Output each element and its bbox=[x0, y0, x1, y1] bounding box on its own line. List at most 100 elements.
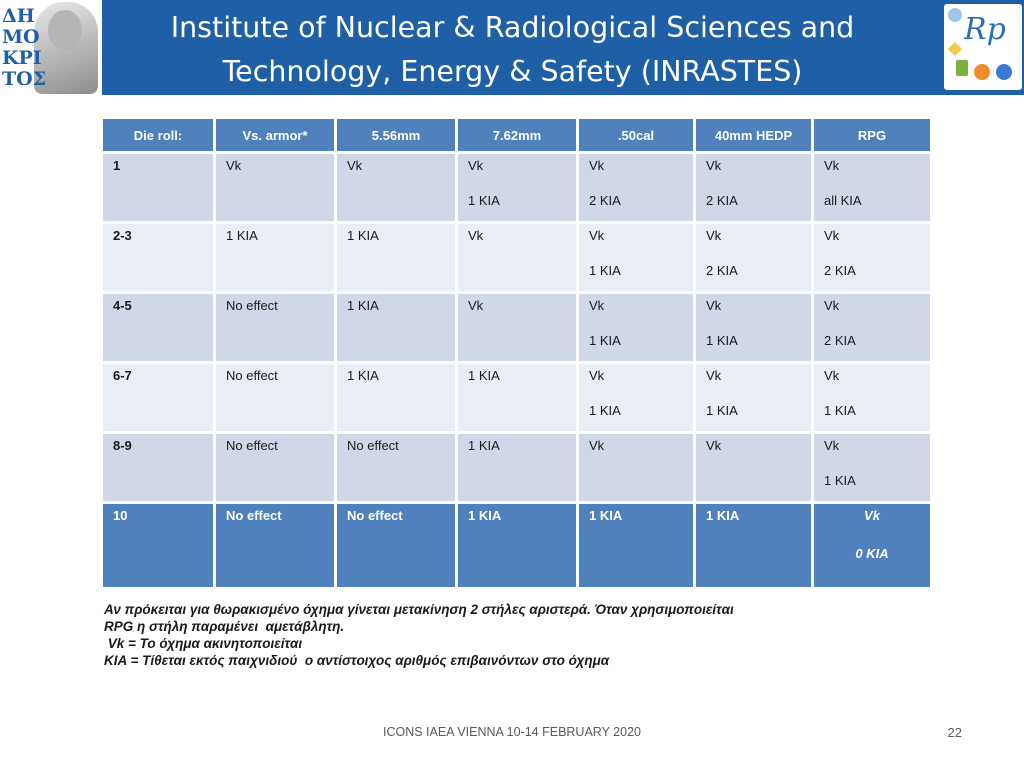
table-cell: Vk bbox=[458, 224, 576, 291]
table-cell: No effect bbox=[216, 364, 334, 431]
slide-header: ΔΗ ΜΟ ΚΡΙ ΤΟΣ Institute of Nuclear & Rad… bbox=[0, 0, 1024, 95]
cell-line-1: 8-9 bbox=[113, 438, 132, 453]
table-cell: Vk 1 KIA bbox=[579, 224, 693, 291]
table-row: 8-9 No effect No effect 1 KIA Vk Vk Vk 1 KIA bbox=[103, 434, 930, 501]
table-cell: 1 KIA bbox=[337, 364, 455, 431]
cell-line-1: Vk bbox=[589, 438, 605, 453]
table-cell: 1 KIA bbox=[216, 224, 334, 291]
cell-line-1: 1 KIA bbox=[468, 508, 502, 523]
col-header-50cal: .50cal bbox=[579, 119, 693, 151]
table-cell: 6-7 bbox=[103, 364, 213, 431]
table-cell: Vk bbox=[216, 154, 334, 221]
cell-line-2: all KIA bbox=[824, 193, 862, 208]
table-cell: 10 bbox=[103, 504, 213, 587]
col-header-rpg: RPG bbox=[814, 119, 930, 151]
cell-line-1: 10 bbox=[113, 508, 128, 523]
cell-line-1: Vk bbox=[824, 158, 840, 173]
table-cell: 1 KIA bbox=[458, 504, 576, 587]
cell-line-1: Vk bbox=[468, 158, 484, 173]
cell-line-2: 1 KIA bbox=[468, 193, 500, 208]
table-cell: Vk bbox=[696, 434, 811, 501]
logo-flask-icon bbox=[956, 60, 968, 76]
table-row: 4-5 No effect 1 KIA Vk Vk 1 KIA Vk 1 KIA Vk 2 KIA bbox=[103, 294, 930, 361]
title-line-1: Institute of Nuclear & Radiological Scie… bbox=[170, 11, 855, 44]
table-cell: Vk 2 KIA bbox=[696, 224, 811, 291]
cell-line-1: Vk bbox=[824, 228, 840, 243]
table-cell: Vk all KIA bbox=[814, 154, 930, 221]
logo-bubble-icon bbox=[948, 8, 962, 22]
title-line-2: Technology, Energy & Safety (INRASTES) bbox=[222, 55, 803, 88]
cell-line-1: Vk bbox=[589, 228, 605, 243]
table-cell: Vk bbox=[337, 154, 455, 221]
table-cell: 8-9 bbox=[103, 434, 213, 501]
cell-line-2: 1 KIA bbox=[589, 403, 621, 418]
cell-line-2: 1 KIA bbox=[824, 473, 856, 488]
cell-line-2: 1 KIA bbox=[706, 403, 738, 418]
table-cell: Vk 1 KIA bbox=[814, 364, 930, 431]
cell-line-1: 6-7 bbox=[113, 368, 132, 383]
cell-line-1: Vk bbox=[589, 158, 605, 173]
table-cell: No effect bbox=[216, 294, 334, 361]
table-body: 1 Vk Vk Vk 1 KIA Vk 2 KIA Vk 2 KIA Vk all KIA 2-3 1 … bbox=[103, 154, 930, 587]
table-cell: Vk 1 KIA bbox=[814, 434, 930, 501]
table-cell: Vk bbox=[579, 434, 693, 501]
table-cell: 1 KIA bbox=[458, 364, 576, 431]
bust-image bbox=[34, 2, 98, 94]
page-number: 22 bbox=[947, 725, 962, 740]
cell-line-1: No effect bbox=[347, 508, 403, 523]
table-cell: 1 KIA bbox=[696, 504, 811, 587]
table-cell: 2-3 bbox=[103, 224, 213, 291]
cell-line-2: 2 KIA bbox=[706, 193, 738, 208]
cell-line-2: 1 KIA bbox=[589, 263, 621, 278]
cell-line-2: 2 KIA bbox=[824, 333, 856, 348]
table-row: 1 Vk Vk Vk 1 KIA Vk 2 KIA Vk 2 KIA Vk all KIA bbox=[103, 154, 930, 221]
cell-line-1: Vk bbox=[347, 158, 363, 173]
col-header-556mm: 5.56mm bbox=[337, 119, 455, 151]
table-row: 2-3 1 KIA 1 KIA Vk Vk 1 KIA Vk 2 KIA Vk 2 KIA bbox=[103, 224, 930, 291]
table-cell: 1 KIA bbox=[337, 224, 455, 291]
col-header-die-roll: Die roll: bbox=[103, 119, 213, 151]
note-line-2: RPG η στήλη παραμένει αμετάβλητη. bbox=[104, 619, 345, 634]
logo-blue-circle-icon bbox=[996, 64, 1012, 80]
table-cell: Vk 2 KIA bbox=[814, 294, 930, 361]
cell-line-1: Vk bbox=[706, 228, 722, 243]
table-row: 6-7 No effect 1 KIA 1 KIA Vk 1 KIA Vk 1 KIA Vk 1 … bbox=[103, 364, 930, 431]
table-cell: Vk 2 KIA bbox=[814, 224, 930, 291]
footer-text: ICONS IAEA VIENNA 10-14 FEBRUARY 2020 bbox=[383, 725, 641, 739]
cell-line-1: 1 KIA bbox=[347, 228, 379, 243]
slide-title: Institute of Nuclear & Radiological Scie… bbox=[150, 6, 875, 94]
cell-line-1: 1 KIA bbox=[226, 228, 258, 243]
cell-line-1: No effect bbox=[226, 508, 282, 523]
cell-line-2: 2 KIA bbox=[589, 193, 621, 208]
cell-line-1: Vk bbox=[589, 298, 605, 313]
cell-line-1: No effect bbox=[226, 368, 278, 383]
cell-line-1: Vk bbox=[706, 368, 722, 383]
table-cell: No effect bbox=[337, 434, 455, 501]
cell-line-2: 2 KIA bbox=[824, 263, 856, 278]
rp-logo-text: Rp bbox=[964, 12, 1006, 47]
notes-block: Αν πρόκειται για θωρακισμένο όχημα γίνετ… bbox=[104, 601, 984, 669]
table-cell: Vk 1 KIA bbox=[579, 294, 693, 361]
table-cell: No effect bbox=[337, 504, 455, 587]
demokritos-logo: ΔΗ ΜΟ ΚΡΙ ΤΟΣ bbox=[0, 0, 102, 95]
cell-line-1: 1 bbox=[113, 158, 121, 173]
cell-line-1: Vk bbox=[589, 368, 605, 383]
cell-line-1: 1 KIA bbox=[468, 438, 500, 453]
cell-line-1: No effect bbox=[226, 298, 278, 313]
table-row: 10 No effect No effect 1 KIA 1 KIA 1 KIA Vk 0 K… bbox=[103, 504, 930, 587]
logo-orange-circle-icon bbox=[974, 64, 990, 80]
table-cell: Vk 1 KIA bbox=[579, 364, 693, 431]
cell-line-1: Vk bbox=[824, 438, 840, 453]
cell-line-1: 2-3 bbox=[113, 228, 132, 243]
cell-line-1: Vk bbox=[706, 438, 722, 453]
cell-line-1: 4-5 bbox=[113, 298, 132, 313]
table-cell: No effect bbox=[216, 504, 334, 587]
table-cell: Vk 2 KIA bbox=[696, 154, 811, 221]
cell-line-1: Vk bbox=[824, 298, 840, 313]
col-header-40mm-hedp: 40mm HEDP bbox=[696, 119, 811, 151]
table-header-row: Die roll: Vs. armor* 5.56mm 7.62mm .50ca… bbox=[103, 119, 930, 151]
cell-line-1: Vk bbox=[706, 298, 722, 313]
col-header-762mm: 7.62mm bbox=[458, 119, 576, 151]
cell-line-2: 1 KIA bbox=[706, 333, 738, 348]
cell-line-1: 1 KIA bbox=[589, 508, 623, 523]
